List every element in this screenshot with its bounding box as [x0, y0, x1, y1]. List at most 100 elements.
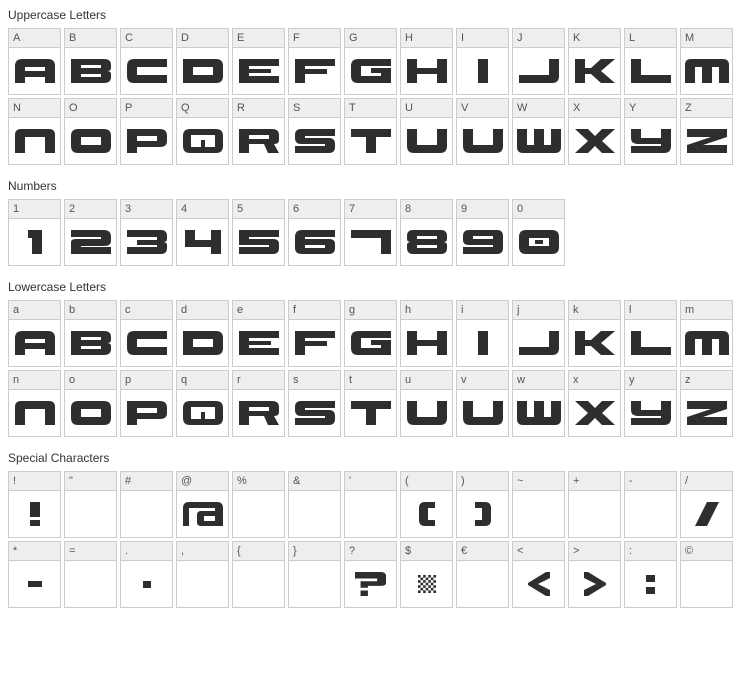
glyph-cell[interactable]: & [288, 471, 341, 538]
glyph-cell[interactable]: . [120, 541, 173, 608]
glyph-label: Q [177, 99, 228, 118]
glyph-cell[interactable]: a [8, 300, 61, 367]
glyph-cell[interactable]: 4 [176, 199, 229, 266]
glyph-cell[interactable]: > [568, 541, 621, 608]
glyph-cell[interactable]: L [624, 28, 677, 95]
glyph-label: f [289, 301, 340, 320]
glyph-cell[interactable]: P [120, 98, 173, 165]
glyph-cell[interactable]: i [456, 300, 509, 367]
glyph-cell[interactable]: U [400, 98, 453, 165]
glyph-cell[interactable]: 2 [64, 199, 117, 266]
glyph-cell[interactable]: Y [624, 98, 677, 165]
glyph-cell[interactable]: l [624, 300, 677, 367]
glyph-cell[interactable]: ~ [512, 471, 565, 538]
glyph-cell[interactable]: e [232, 300, 285, 367]
glyph-cell[interactable]: z [680, 370, 733, 437]
glyph-cell[interactable]: 6 [288, 199, 341, 266]
glyph-cell[interactable]: 1 [8, 199, 61, 266]
glyph-cell[interactable]: I [456, 28, 509, 95]
glyph-cell[interactable]: C [120, 28, 173, 95]
glyph-label: B [65, 29, 116, 48]
glyph-cell[interactable]: q [176, 370, 229, 437]
glyph-cell[interactable]: y [624, 370, 677, 437]
glyph-cell[interactable]: E [232, 28, 285, 95]
glyph-cell[interactable]: h [400, 300, 453, 367]
glyph-cell[interactable]: = [64, 541, 117, 608]
glyph-cell[interactable]: x [568, 370, 621, 437]
glyph-cell[interactable]: g [344, 300, 397, 367]
glyph-cell[interactable]: 5 [232, 199, 285, 266]
glyph-cell[interactable]: © [680, 541, 733, 608]
glyph-cell[interactable]: € [456, 541, 509, 608]
glyph-cell[interactable]: M [680, 28, 733, 95]
glyph-cell[interactable]: j [512, 300, 565, 367]
glyph-cell[interactable]: < [512, 541, 565, 608]
glyph-cell[interactable]: + [568, 471, 621, 538]
glyph-preview [289, 390, 340, 436]
glyph-cell[interactable]: W [512, 98, 565, 165]
glyph-cell[interactable]: p [120, 370, 173, 437]
glyph-cell[interactable]: t [344, 370, 397, 437]
glyph-label: d [177, 301, 228, 320]
glyph-cell[interactable]: 7 [344, 199, 397, 266]
glyph-label: n [9, 371, 60, 390]
glyph-cell[interactable]: V [456, 98, 509, 165]
glyph-preview [9, 561, 60, 607]
glyph-cell[interactable]: D [176, 28, 229, 95]
glyph-cell[interactable]: @ [176, 471, 229, 538]
glyph-cell[interactable]: k [568, 300, 621, 367]
glyph-cell[interactable]: X [568, 98, 621, 165]
glyph-cell[interactable]: % [232, 471, 285, 538]
glyph-cell[interactable]: J [512, 28, 565, 95]
glyph-cell[interactable]: , [176, 541, 229, 608]
glyph-cell[interactable]: } [288, 541, 341, 608]
glyph-cell[interactable]: d [176, 300, 229, 367]
glyph-cell[interactable]: 0 [512, 199, 565, 266]
glyph-cell[interactable]: H [400, 28, 453, 95]
glyph-cell[interactable]: o [64, 370, 117, 437]
glyph-cell[interactable]: K [568, 28, 621, 95]
glyph-cell[interactable]: ? [344, 541, 397, 608]
glyph-cell[interactable]: { [232, 541, 285, 608]
glyph-cell[interactable]: ' [344, 471, 397, 538]
glyph-preview [625, 561, 676, 607]
glyph-cell[interactable]: R [232, 98, 285, 165]
glyph-cell[interactable]: f [288, 300, 341, 367]
glyph-preview [569, 491, 620, 537]
glyph-cell[interactable]: 9 [456, 199, 509, 266]
glyph-cell[interactable]: ( [400, 471, 453, 538]
glyph-cell[interactable]: N [8, 98, 61, 165]
glyph-cell[interactable]: r [232, 370, 285, 437]
glyph-cell[interactable]: F [288, 28, 341, 95]
glyph-cell[interactable]: ) [456, 471, 509, 538]
glyph-cell[interactable]: B [64, 28, 117, 95]
glyph-cell[interactable]: u [400, 370, 453, 437]
glyph-cell[interactable]: S [288, 98, 341, 165]
glyph-cell[interactable]: 3 [120, 199, 173, 266]
glyph-cell[interactable]: O [64, 98, 117, 165]
glyph-cell[interactable]: 8 [400, 199, 453, 266]
glyph-cell[interactable]: Q [176, 98, 229, 165]
glyph-cell[interactable]: : [624, 541, 677, 608]
glyph-cell[interactable]: v [456, 370, 509, 437]
glyph-cell[interactable]: w [512, 370, 565, 437]
glyph-preview [177, 561, 228, 607]
glyph-cell[interactable]: m [680, 300, 733, 367]
charmap-row: ABCDEFGHIJKLM [8, 28, 740, 95]
glyph-cell[interactable]: n [8, 370, 61, 437]
glyph-cell[interactable]: - [624, 471, 677, 538]
glyph-cell[interactable]: * [8, 541, 61, 608]
glyph-cell[interactable]: " [64, 471, 117, 538]
glyph-cell[interactable]: c [120, 300, 173, 367]
glyph-cell[interactable]: Z [680, 98, 733, 165]
glyph-cell[interactable]: $ [400, 541, 453, 608]
glyph-cell[interactable]: A [8, 28, 61, 95]
glyph-cell[interactable]: / [680, 471, 733, 538]
glyph-cell[interactable]: s [288, 370, 341, 437]
glyph-cell[interactable]: G [344, 28, 397, 95]
glyph-cell[interactable]: T [344, 98, 397, 165]
glyph-cell[interactable]: ! [8, 471, 61, 538]
glyph-preview [513, 491, 564, 537]
glyph-cell[interactable]: b [64, 300, 117, 367]
glyph-cell[interactable]: # [120, 471, 173, 538]
